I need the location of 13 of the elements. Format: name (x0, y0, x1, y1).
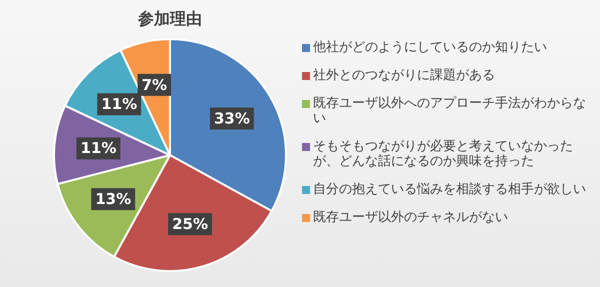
data-label: 33% (214, 109, 250, 128)
legend-label: 既存ユーザ以外へのアプローチ手法がわからない (313, 96, 586, 126)
data-label: 11% (80, 139, 116, 158)
data-label: 11% (101, 95, 138, 114)
legend-label: 既存ユーザ以外のチャネルがない (313, 210, 508, 225)
legend-label: 自分の抱えている悩みを相談する相手が欲しい (313, 182, 586, 197)
slice-label: 他社がどのようにしているのか知りたい (313, 40, 547, 55)
data-label: 7% (142, 76, 168, 94)
legend-label: そもそもつながりが必要と考えていなかったが、どんな話になるのか興味を持った (313, 139, 573, 169)
data-label: 13% (95, 190, 132, 208)
legend-label: 社外とのつながりに課題がある (313, 68, 495, 83)
data-label: 25% (172, 215, 208, 234)
chart-title: 参加理由 (137, 8, 202, 28)
